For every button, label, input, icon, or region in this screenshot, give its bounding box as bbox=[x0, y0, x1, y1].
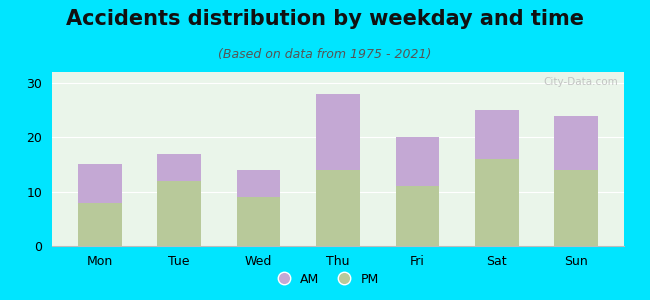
Bar bbox=[237, 170, 280, 197]
Bar bbox=[396, 186, 439, 246]
Bar bbox=[237, 197, 280, 246]
Bar bbox=[554, 170, 598, 246]
Text: Accidents distribution by weekday and time: Accidents distribution by weekday and ti… bbox=[66, 9, 584, 29]
Bar bbox=[157, 181, 201, 246]
Bar bbox=[475, 110, 519, 159]
Bar bbox=[475, 159, 519, 246]
Bar bbox=[157, 154, 201, 181]
Text: (Based on data from 1975 - 2021): (Based on data from 1975 - 2021) bbox=[218, 48, 432, 61]
Text: City-Data.com: City-Data.com bbox=[543, 77, 618, 87]
Bar bbox=[316, 94, 360, 170]
Legend: AM, PM: AM, PM bbox=[266, 268, 384, 291]
Bar bbox=[78, 202, 122, 246]
Bar bbox=[396, 137, 439, 186]
Bar bbox=[316, 170, 360, 246]
Bar bbox=[78, 164, 122, 202]
Bar bbox=[554, 116, 598, 170]
